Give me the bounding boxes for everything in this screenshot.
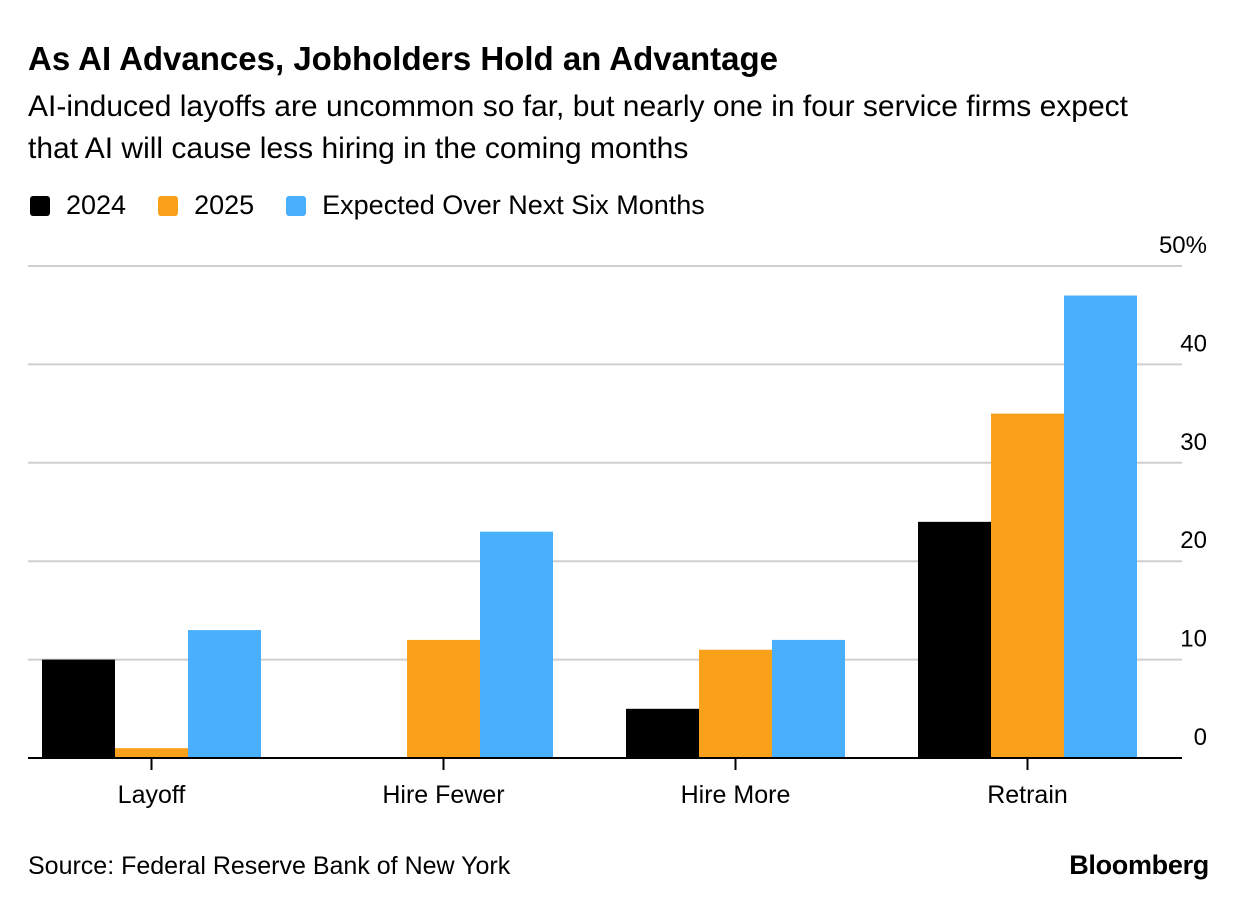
legend-item-expected: Expected Over Next Six Months [286,190,705,221]
y-axis-ticks: 0 10 20 30 40 50% [1159,232,1207,751]
x-axis-labels: Layoff Hire Fewer Hire More Retrain [118,781,1068,809]
legend-label-2025: 2025 [194,190,255,220]
legend-swatch-2025 [158,195,179,216]
y-tick-label: 30 [1180,429,1207,456]
bars [42,295,1137,758]
bar-retrain-expected-over-next-six-months [1064,295,1137,758]
legend-item-2025: 2025 [158,190,254,221]
y-tick-label: 0 [1194,724,1207,751]
bar-layoff-expected-over-next-six-months [188,630,261,758]
chart-title: As AI Advances, Jobholders Hold an Advan… [28,40,778,77]
bar-retrain-2024 [918,521,991,758]
bar-layoff-2024 [42,659,115,758]
source-note: Source: Federal Reserve Bank of New York [28,852,511,880]
bar-hire-more-2024 [626,708,699,758]
y-tick-label: 20 [1180,527,1207,554]
legend-item-2024: 2024 [30,190,126,221]
bar-hire-more-2025 [699,649,772,758]
x-tick-label: Hire More [681,781,791,809]
x-tick-label: Hire Fewer [382,781,504,809]
legend-swatch-2024 [30,195,50,216]
legend-swatch-expected [286,195,307,216]
bar-hire-fewer-expected-over-next-six-months [480,531,553,758]
y-tick-label: 40 [1180,330,1207,357]
bar-retrain-2025 [991,413,1064,758]
bloomberg-logo: Bloomberg [1069,850,1209,880]
x-tick-label: Layoff [118,781,186,809]
x-axis [28,757,1182,770]
bar-chart: 0 10 20 30 40 50% Layoff Hire Fewer Hire More Re… [28,232,1207,809]
x-tick-label: Retrain [987,781,1068,809]
y-tick-label: 10 [1180,626,1207,653]
bar-layoff-2025 [115,748,188,758]
legend: 2024 2025 Expected Over Next Six Months [30,190,737,221]
y-tick-label: 50% [1159,232,1207,259]
bar-hire-more-expected-over-next-six-months [772,639,845,758]
legend-label-expected: Expected Over Next Six Months [322,190,705,220]
chart-subtitle: AI-induced layoffs are uncommon so far, … [28,90,1128,165]
bar-hire-fewer-2025 [407,639,480,758]
legend-label-2024: 2024 [66,190,127,220]
